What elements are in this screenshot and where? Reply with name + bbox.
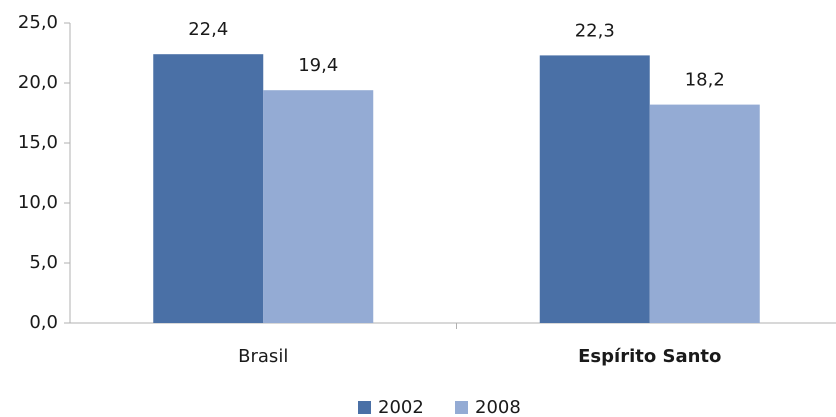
x-tick-label: Espírito Santo [578,346,721,367]
y-tick-label: 0,0 [29,312,58,333]
y-tick-label: 20,0 [18,72,58,93]
legend-label: 2008 [475,397,521,417]
y-tick-label: 25,0 [18,12,58,33]
legend-swatch [455,401,468,414]
bar [153,54,264,323]
bar [649,104,760,323]
bar [263,90,374,323]
bar [539,55,650,324]
x-tick-label: Brasil [238,346,288,367]
legend-swatch [358,401,371,414]
value-label: 18,2 [685,70,725,91]
legend-label: 2002 [378,397,424,417]
value-label: 19,4 [298,55,338,76]
y-tick-label: 10,0 [18,192,58,213]
value-label: 22,3 [575,20,615,41]
y-tick-label: 15,0 [18,132,58,153]
y-tick-label: 5,0 [29,252,58,273]
value-label: 22,4 [188,19,228,40]
